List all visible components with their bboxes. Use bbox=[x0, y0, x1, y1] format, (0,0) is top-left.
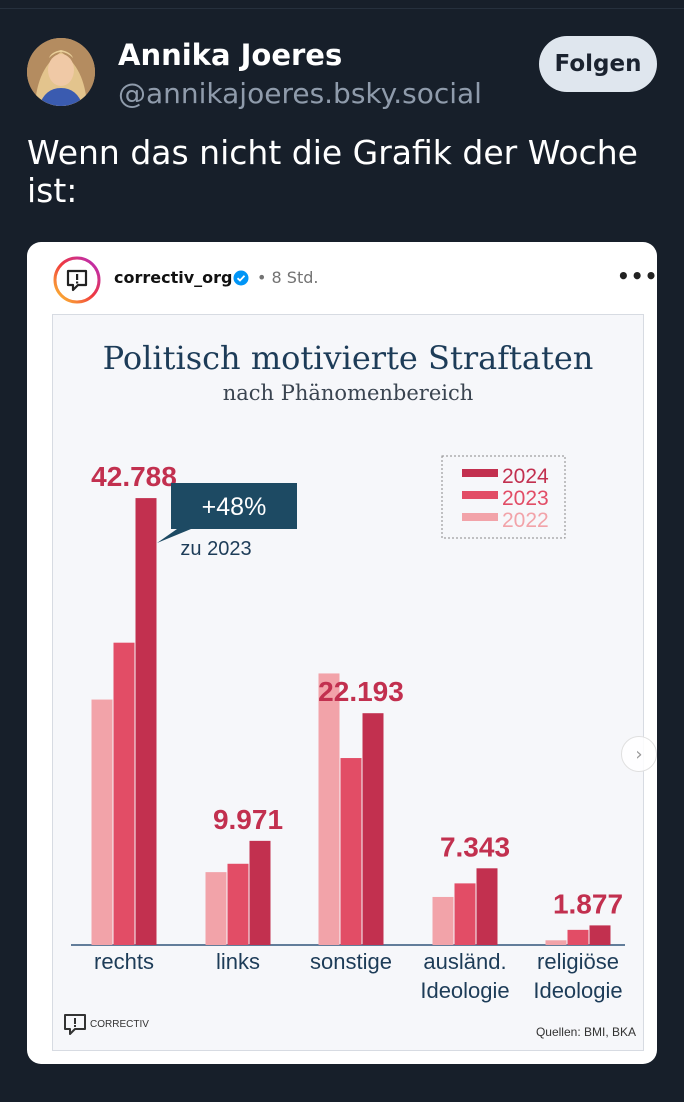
chart-source: Quellen: BMI, BKA bbox=[535, 1025, 636, 1039]
bar-2024-3 bbox=[476, 868, 498, 945]
more-options-icon[interactable]: ••• bbox=[617, 264, 657, 288]
verified-badge-icon bbox=[233, 270, 249, 286]
category-label-4: religiöse Ideologie bbox=[533, 949, 622, 1003]
follow-button[interactable]: Folgen bbox=[539, 36, 657, 92]
bar-2023-3 bbox=[454, 883, 476, 945]
value-label-3: 7.343 bbox=[440, 831, 510, 862]
callout-pointer bbox=[157, 529, 191, 543]
top-divider bbox=[0, 8, 684, 9]
legend-swatch-2022 bbox=[462, 513, 498, 521]
bar-2023-4 bbox=[567, 929, 589, 945]
author-name[interactable]: Annika Joeres bbox=[118, 38, 343, 72]
callout-box bbox=[171, 483, 297, 529]
value-label-1: 9.971 bbox=[213, 804, 283, 835]
avatar[interactable] bbox=[27, 38, 95, 106]
correctiv-logo-icon bbox=[64, 1014, 86, 1035]
bar-2022-2 bbox=[318, 673, 340, 945]
ig-timestamp: • 8 Std. bbox=[257, 268, 319, 287]
value-label-0: 42.788 bbox=[91, 461, 177, 492]
correctiv-profile-icon bbox=[53, 256, 101, 304]
value-label-4: 1.877 bbox=[553, 888, 623, 919]
bar-2023-0 bbox=[113, 642, 135, 945]
category-label-3: ausländ. Ideologie bbox=[420, 949, 509, 1003]
bar-2024-4 bbox=[589, 925, 611, 945]
bar-2022-0 bbox=[91, 699, 113, 945]
author-handle[interactable]: @annikajoeres.bsky.social bbox=[118, 77, 482, 110]
infographic: Politisch motivierte Straftaten nach Phä… bbox=[52, 314, 657, 1051]
legend-swatch-2023 bbox=[462, 491, 498, 499]
bar-2022-1 bbox=[205, 872, 227, 945]
bar-2023-2 bbox=[340, 758, 362, 945]
callout-note: zu 2023 bbox=[180, 538, 251, 560]
legend-swatch-2024 bbox=[462, 469, 498, 477]
category-label-0: rechts bbox=[94, 949, 154, 974]
legend-label-2023: 2023 bbox=[502, 487, 549, 510]
correctiv-logo-text: CORRECTIV bbox=[90, 1019, 149, 1030]
legend-box bbox=[441, 455, 566, 539]
legend-label-2024: 2024 bbox=[502, 465, 549, 488]
bar-2022-4 bbox=[545, 940, 567, 945]
bar-2022-3 bbox=[432, 896, 454, 945]
bar-2024-1 bbox=[249, 840, 271, 945]
bar-chart: 42.788 rechts 9.971 links 22.193 sonstige 7.34… bbox=[71, 455, 625, 1003]
bar-2023-1 bbox=[227, 863, 249, 945]
embedded-image-card[interactable]: correctiv_org • 8 Std. ••• Politisch mot… bbox=[27, 242, 657, 1064]
category-label-1: links bbox=[216, 949, 260, 974]
bar-2024-0 bbox=[135, 498, 157, 945]
value-label-2: 22.193 bbox=[318, 676, 404, 707]
post-text: Wenn das nicht die Grafik der Woche ist: bbox=[27, 133, 638, 210]
next-slide-button[interactable]: › bbox=[621, 736, 657, 772]
chart-title: Politisch motivierte Straftaten bbox=[102, 339, 594, 377]
category-label-2: sonstige bbox=[310, 949, 392, 974]
avatar-image bbox=[27, 38, 95, 106]
chart-subtitle: nach Phänomenbereich bbox=[222, 381, 474, 405]
ig-username[interactable]: correctiv_org bbox=[114, 268, 233, 287]
bar-2024-2 bbox=[362, 713, 384, 945]
legend-label-2022: 2022 bbox=[502, 509, 549, 532]
callout-value: +48% bbox=[202, 493, 267, 521]
